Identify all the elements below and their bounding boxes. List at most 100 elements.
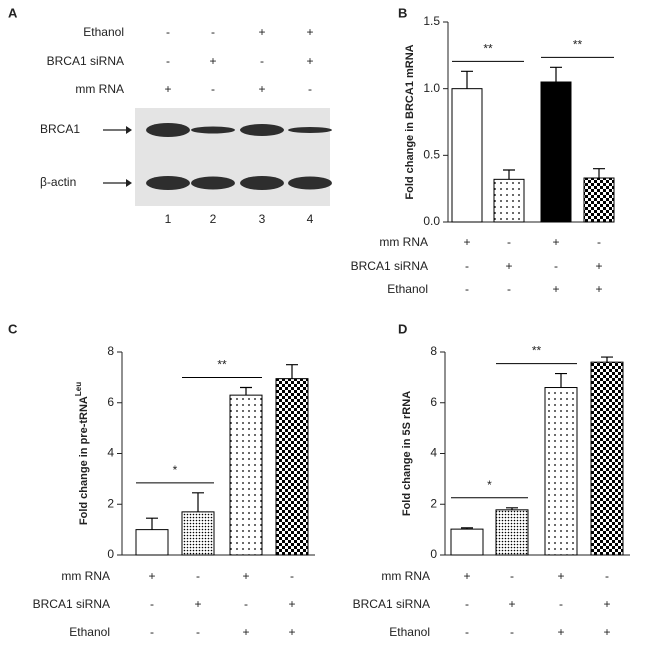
significance-label: ** [483,42,493,56]
condition-sign: + [306,25,313,39]
lane-number: 3 [259,212,266,226]
condition-sign: - [166,54,170,68]
condition-sign: + [463,569,470,583]
condition-sign: - [559,597,563,611]
error-bar [550,66,562,82]
condition-sign: - [507,235,511,249]
y-axis-label-main: Fold change in 5S rRNA [401,391,413,516]
condition-sign: + [557,569,564,583]
condition-label: Ethanol [387,282,428,296]
panel-letter: D [398,321,407,336]
condition-sign: + [258,82,265,96]
condition-sign: - [597,235,601,249]
condition-sign: - [196,569,200,583]
condition-sign: - [510,569,514,583]
condition-label: BRCA1 siRNA [353,597,430,611]
band [288,176,332,190]
significance-label: ** [217,358,227,372]
condition-sign: - [465,597,469,611]
y-tick-label: 6 [430,395,437,409]
condition-sign: + [288,597,295,611]
y-tick-label: 0 [107,547,114,561]
error-bar [601,356,613,363]
condition-sign: + [148,569,155,583]
y-tick-label: 0.0 [423,214,440,228]
bar [540,81,572,223]
y-tick-label: 0.5 [423,148,440,162]
bar [544,387,578,556]
condition-sign: + [552,235,559,249]
condition-sign: + [603,625,610,639]
error-bar [593,168,605,178]
condition-sign: - [507,282,511,296]
error-bar [240,386,252,396]
condition-sign: + [603,597,610,611]
condition-sign: - [211,25,215,39]
condition-sign: + [306,54,313,68]
condition-sign: - [465,259,469,273]
y-tick-label: 1.0 [423,81,440,95]
bar [229,394,263,556]
y-tick-label: 6 [107,395,114,409]
condition-sign: + [242,569,249,583]
condition-sign: + [463,235,470,249]
y-axis-label: Fold change in pre-tRNALeu [74,382,90,525]
condition-sign: + [508,597,515,611]
condition-label: mm RNA [379,235,428,249]
condition-sign: - [196,625,200,639]
error-bar [192,492,204,512]
condition-label: Ethanol [83,25,124,39]
y-axis-label: Fold change in BRCA1 mRNA [404,44,416,199]
lane-number: 4 [307,212,314,226]
bar [135,529,169,556]
condition-sign: + [552,282,559,296]
y-tick-label: 2 [430,496,437,510]
condition-sign: - [166,25,170,39]
band-arrowhead [126,179,132,187]
condition-sign: + [242,625,249,639]
condition-sign: + [557,625,564,639]
significance-label: ** [573,38,583,52]
condition-sign: + [595,282,602,296]
bar [450,528,484,556]
condition-sign: - [211,82,215,96]
condition-label: Ethanol [389,625,430,639]
condition-sign: - [244,597,248,611]
significance-label: * [487,478,492,492]
bar [590,361,624,556]
y-tick-label: 0 [430,547,437,561]
condition-sign: - [290,569,294,583]
condition-sign: - [465,282,469,296]
condition-label: BRCA1 siRNA [351,259,428,273]
error-bar [286,364,298,379]
band-arrowhead [126,126,132,134]
condition-label: Ethanol [69,625,110,639]
bar [275,378,309,556]
band-label: β-actin [40,175,76,189]
condition-sign: + [258,25,265,39]
significance-label: ** [532,344,542,358]
y-axis-label-main: Fold change in pre-tRNA [78,396,90,525]
bar [181,511,215,556]
band [146,176,190,190]
condition-sign: - [605,569,609,583]
condition-label: BRCA1 siRNA [33,597,110,611]
bar [583,177,615,223]
y-tick-label: 2 [107,496,114,510]
blot-image [135,108,330,206]
bar [451,88,483,223]
condition-label: mm RNA [75,82,124,96]
condition-sign: + [194,597,201,611]
panel-letter: B [398,5,407,20]
bar [493,178,525,223]
band-label: BRCA1 [40,122,80,136]
condition-sign: - [554,259,558,273]
error-bar [461,70,473,89]
error-bar [146,517,158,530]
condition-sign: + [288,625,295,639]
error-bar [461,527,473,530]
condition-sign: - [308,82,312,96]
panel-letter: A [8,5,18,20]
